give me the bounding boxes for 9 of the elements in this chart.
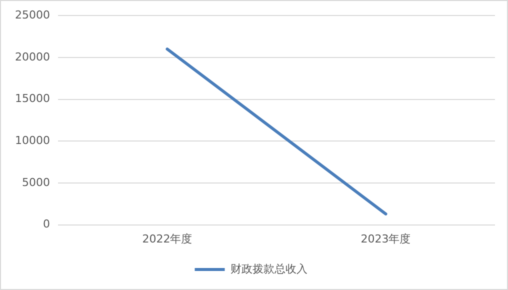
x-tick-label: 2022年度 — [142, 232, 192, 246]
y-tick-label: 20000 — [14, 50, 50, 64]
x-tick-label: 2023年度 — [360, 232, 411, 246]
legend-label: 财政拨款总收入 — [230, 262, 308, 276]
y-tick-label: 15000 — [14, 92, 50, 106]
y-tick-label: 10000 — [14, 134, 50, 147]
y-tick-label: 25000 — [14, 8, 50, 22]
y-tick-label: 0 — [42, 218, 50, 231]
y-tick-label: 5000 — [22, 176, 50, 189]
